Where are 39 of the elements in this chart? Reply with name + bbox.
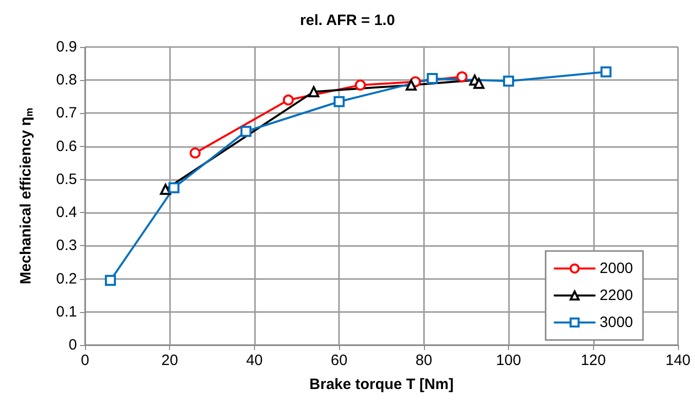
point: [406, 80, 417, 91]
legend-label: 3000: [600, 314, 634, 331]
point: [282, 94, 294, 106]
point: [190, 147, 201, 158]
point: [354, 80, 366, 91]
y-tick-label: 0.5: [56, 170, 77, 188]
chart-title: rel. AFR = 1.0: [300, 12, 395, 29]
y-axis-title: Mechanical efficiency ηm: [18, 108, 36, 284]
x-tick-label: 40: [246, 352, 263, 369]
point: [160, 184, 171, 195]
x-tick-label: 100: [496, 352, 522, 369]
legend-label: 2000: [600, 260, 634, 277]
point: [426, 72, 438, 84]
y-tick-label: 0.3: [56, 237, 77, 254]
point: [168, 182, 180, 194]
y-tick-label: 0.4: [56, 204, 77, 222]
x-tick-label: 140: [665, 352, 691, 369]
point: [308, 86, 320, 98]
x-tick-label: 80: [416, 352, 432, 369]
point: [473, 78, 484, 89]
y-tick-label: 0.8: [56, 72, 77, 89]
point: [456, 71, 468, 82]
point: [503, 76, 514, 87]
y-tick-label: 0.1: [56, 303, 77, 320]
point: [104, 274, 116, 286]
x-axis-title: Brake torque T [Nm]: [309, 376, 454, 393]
y-tick-label: 0: [68, 336, 77, 354]
y-tick-label: 0.9: [56, 38, 77, 56]
y-tick-label: 0.7: [56, 104, 77, 122]
point: [334, 96, 345, 108]
y-tick-label: 0.6: [56, 138, 77, 155]
point: [600, 66, 612, 78]
x-tick-label: 60: [330, 352, 348, 369]
point: [240, 126, 252, 137]
legend-label: 2200: [600, 287, 634, 304]
x-tick-label: 0: [80, 352, 90, 369]
x-tick-label: 20: [161, 352, 178, 369]
x-tick-label: 120: [580, 352, 606, 369]
y-tick-label: 0.2: [56, 270, 77, 288]
